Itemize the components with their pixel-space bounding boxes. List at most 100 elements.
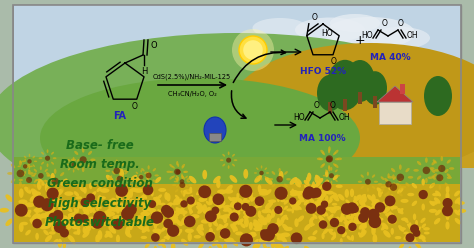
Ellipse shape: [21, 172, 25, 176]
Ellipse shape: [106, 207, 113, 215]
Ellipse shape: [182, 176, 185, 180]
Ellipse shape: [229, 197, 238, 201]
Ellipse shape: [77, 168, 79, 170]
Ellipse shape: [438, 166, 441, 171]
FancyBboxPatch shape: [209, 133, 221, 141]
Ellipse shape: [264, 217, 268, 225]
Ellipse shape: [251, 197, 255, 202]
Text: HO: HO: [361, 31, 373, 40]
Ellipse shape: [455, 218, 461, 224]
Ellipse shape: [332, 203, 337, 206]
Ellipse shape: [213, 176, 221, 184]
Ellipse shape: [272, 184, 275, 187]
Ellipse shape: [126, 178, 131, 180]
Circle shape: [242, 203, 249, 211]
Ellipse shape: [228, 152, 229, 155]
Ellipse shape: [33, 156, 35, 158]
Ellipse shape: [232, 164, 235, 166]
Text: HO: HO: [293, 114, 305, 123]
Ellipse shape: [387, 176, 393, 179]
Ellipse shape: [383, 230, 391, 238]
Ellipse shape: [174, 230, 180, 236]
Ellipse shape: [335, 158, 339, 160]
Ellipse shape: [49, 231, 55, 235]
Text: H: H: [141, 67, 147, 76]
Ellipse shape: [202, 209, 208, 212]
Ellipse shape: [144, 180, 147, 183]
Ellipse shape: [277, 196, 280, 202]
Ellipse shape: [337, 157, 342, 160]
Ellipse shape: [440, 156, 443, 161]
Ellipse shape: [82, 148, 84, 153]
Ellipse shape: [322, 152, 325, 155]
Ellipse shape: [351, 235, 354, 241]
Ellipse shape: [111, 222, 119, 230]
Ellipse shape: [234, 159, 237, 161]
Ellipse shape: [455, 197, 461, 204]
Ellipse shape: [361, 201, 365, 208]
Ellipse shape: [196, 202, 203, 209]
Circle shape: [54, 212, 63, 221]
Circle shape: [205, 211, 217, 222]
Ellipse shape: [321, 193, 327, 196]
Ellipse shape: [176, 185, 179, 187]
Ellipse shape: [428, 177, 433, 179]
Ellipse shape: [125, 191, 130, 201]
Ellipse shape: [185, 185, 188, 187]
Ellipse shape: [145, 227, 150, 232]
Ellipse shape: [387, 194, 393, 201]
Ellipse shape: [354, 217, 356, 222]
Ellipse shape: [181, 191, 183, 195]
Ellipse shape: [146, 200, 150, 208]
Ellipse shape: [116, 205, 120, 214]
Ellipse shape: [46, 163, 48, 167]
Ellipse shape: [270, 223, 274, 228]
Ellipse shape: [151, 212, 154, 217]
Ellipse shape: [91, 208, 96, 214]
Ellipse shape: [261, 209, 270, 213]
Ellipse shape: [312, 230, 318, 235]
Ellipse shape: [109, 175, 112, 179]
Ellipse shape: [232, 209, 240, 213]
Ellipse shape: [328, 214, 334, 219]
FancyBboxPatch shape: [14, 157, 460, 242]
Ellipse shape: [77, 215, 87, 220]
Ellipse shape: [143, 194, 147, 199]
Ellipse shape: [164, 236, 170, 239]
Ellipse shape: [323, 212, 326, 217]
Ellipse shape: [388, 211, 392, 219]
Ellipse shape: [399, 185, 401, 190]
Ellipse shape: [83, 201, 91, 209]
Ellipse shape: [325, 17, 415, 49]
Circle shape: [390, 184, 397, 191]
Ellipse shape: [249, 222, 253, 230]
Ellipse shape: [46, 222, 54, 225]
Text: High selectivity: High selectivity: [48, 197, 151, 210]
Ellipse shape: [323, 180, 329, 186]
Ellipse shape: [85, 206, 91, 212]
Circle shape: [174, 169, 181, 175]
Ellipse shape: [258, 198, 264, 204]
FancyBboxPatch shape: [343, 99, 347, 111]
Ellipse shape: [226, 207, 233, 214]
Ellipse shape: [31, 188, 39, 196]
Ellipse shape: [175, 209, 179, 213]
Ellipse shape: [158, 239, 165, 246]
Ellipse shape: [199, 197, 207, 201]
Ellipse shape: [309, 223, 315, 226]
Ellipse shape: [40, 166, 42, 170]
Ellipse shape: [244, 193, 247, 199]
Circle shape: [211, 207, 219, 214]
Ellipse shape: [47, 210, 55, 217]
Circle shape: [346, 202, 358, 214]
Ellipse shape: [446, 221, 449, 230]
Ellipse shape: [243, 199, 250, 203]
Ellipse shape: [322, 206, 330, 210]
Ellipse shape: [204, 117, 226, 143]
Ellipse shape: [253, 243, 261, 248]
Ellipse shape: [155, 229, 159, 239]
Ellipse shape: [179, 210, 188, 214]
Ellipse shape: [176, 219, 182, 226]
Ellipse shape: [29, 194, 37, 202]
Ellipse shape: [228, 211, 233, 216]
